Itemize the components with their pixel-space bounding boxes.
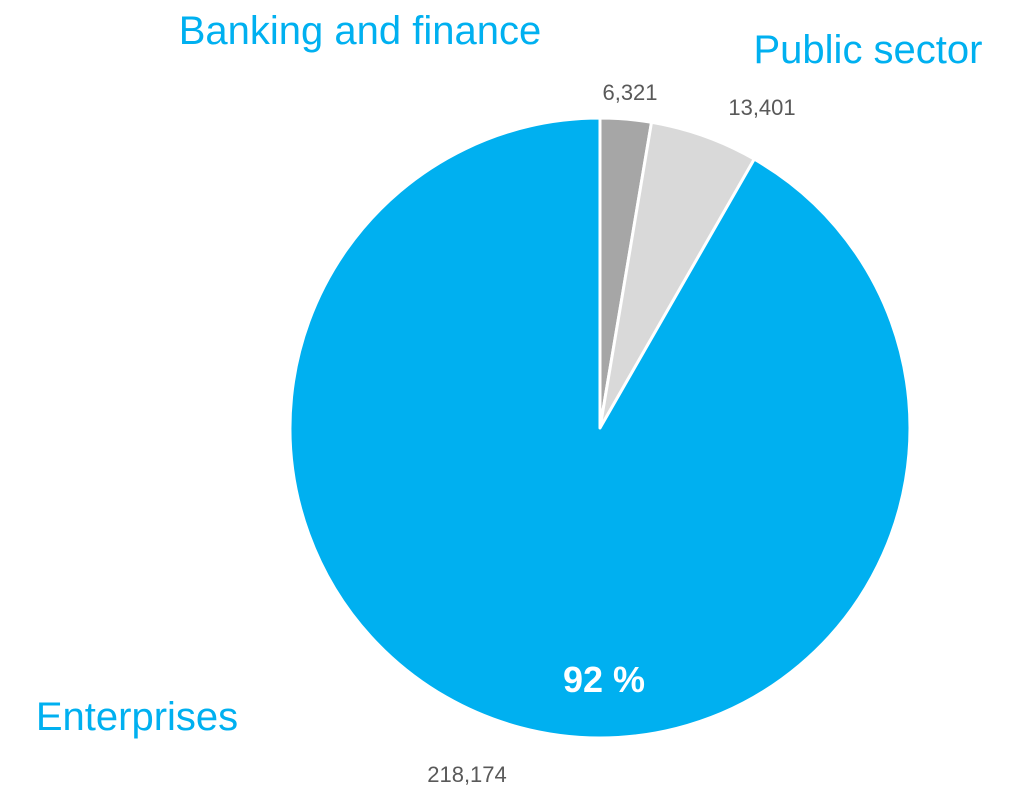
value-label-public-sector: 13,401 — [728, 95, 795, 120]
category-label-enterprises: Enterprises — [36, 695, 238, 739]
value-label-enterprises: 218,174 — [427, 762, 507, 787]
category-label-banking-and-finance: Banking and finance — [179, 9, 542, 53]
pie-slices — [288, 116, 912, 740]
category-label-public-sector: Public sector — [754, 28, 983, 72]
pie-slice-enterprises — [288, 116, 912, 740]
value-label-banking-and-finance: 6,321 — [602, 80, 657, 105]
percent-label-enterprises: 92 % — [563, 659, 645, 700]
